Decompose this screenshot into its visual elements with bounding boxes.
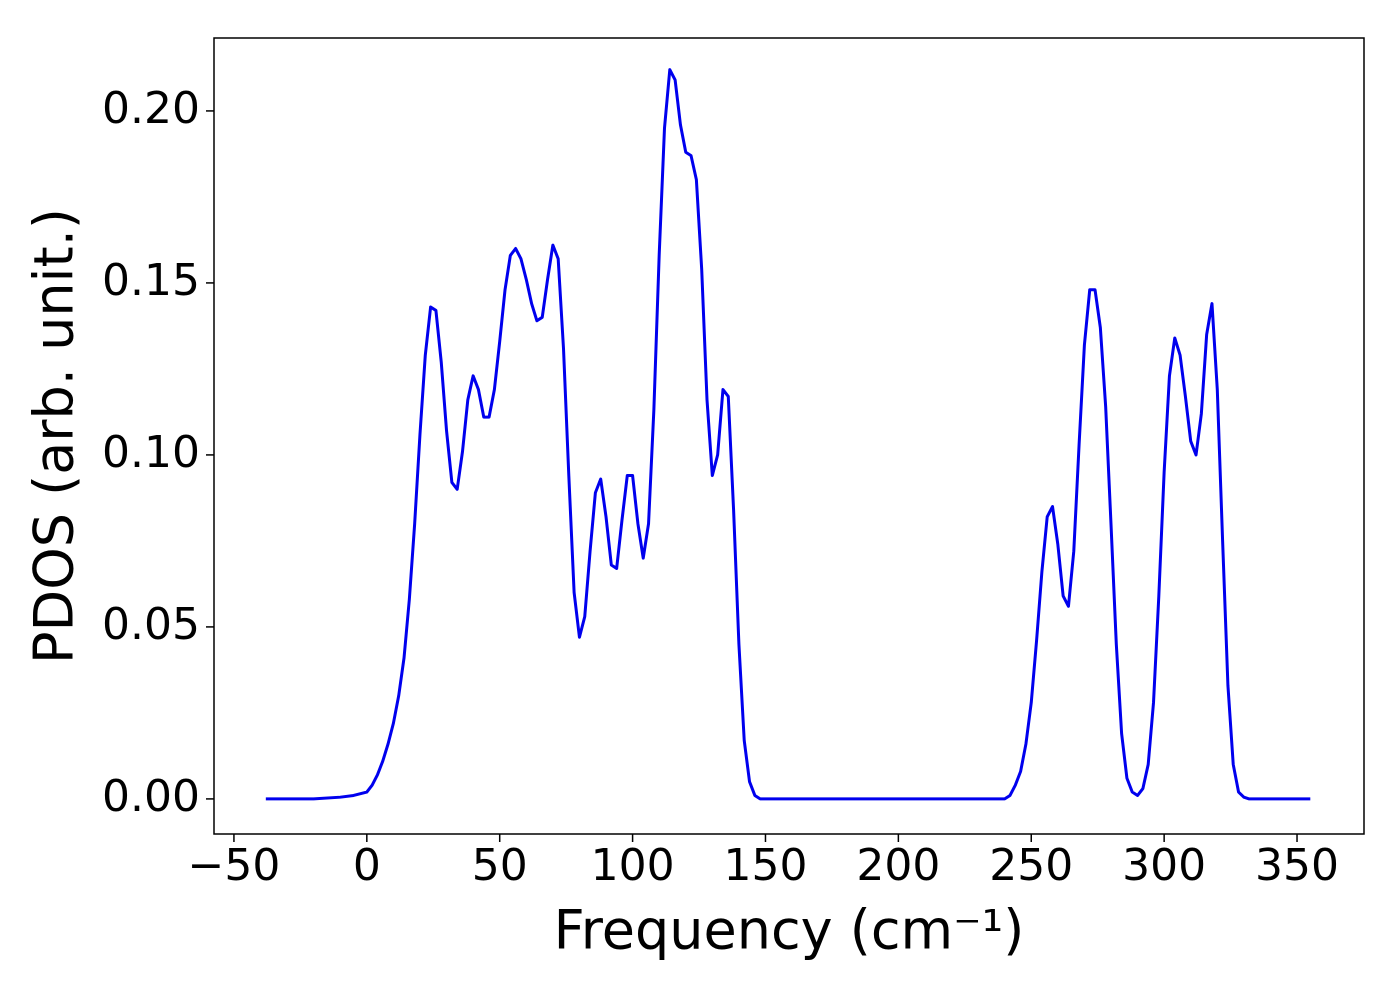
y-tick-label: 0.20 [102, 83, 200, 134]
y-tick-label: 0.05 [102, 599, 200, 650]
x-tick-label: 200 [856, 840, 940, 891]
plot-frame [213, 37, 1365, 835]
y-tick-label: 0.00 [102, 771, 200, 822]
x-tick-label: 300 [1122, 840, 1206, 891]
x-tick-label: 50 [472, 840, 528, 891]
x-tick-label: −50 [188, 840, 281, 891]
data-line [265, 68, 1311, 801]
y-tick-label: 0.10 [102, 427, 200, 478]
x-tick-label: 150 [723, 840, 807, 891]
y-tick-label: 0.15 [102, 255, 200, 306]
x-tick-label: 250 [989, 840, 1073, 891]
x-tick-label: 100 [591, 840, 675, 891]
y-axis-label: PDOS (arb. unit.) [23, 208, 86, 664]
x-axis-label: Frequency (cm⁻¹) [554, 899, 1025, 962]
x-tick-label: 350 [1255, 840, 1339, 891]
x-tick-label: 0 [353, 840, 381, 891]
